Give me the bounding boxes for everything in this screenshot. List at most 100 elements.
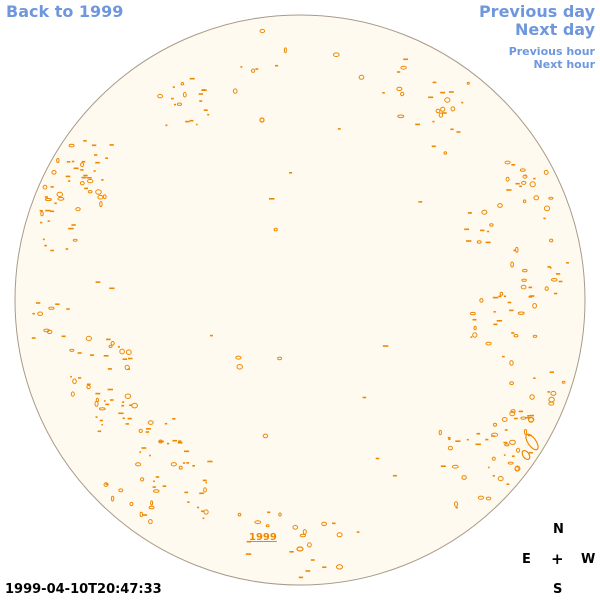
contour-speck (322, 566, 327, 568)
contour-speck (375, 457, 380, 460)
contour-speck (37, 311, 44, 316)
contour-speck (265, 524, 270, 528)
contour-speck (496, 320, 503, 322)
contour-speck (259, 28, 266, 34)
contour-speck (305, 570, 311, 572)
contour-speck (50, 210, 55, 213)
contour-speck (277, 356, 283, 361)
contour-speck (485, 241, 491, 244)
contour-speck (176, 102, 183, 106)
contour-speck (207, 113, 210, 116)
contour-speck (525, 416, 531, 419)
contour-speck (455, 506, 458, 509)
contour-speck (506, 189, 512, 191)
contour-speck (507, 461, 514, 465)
contour-speck (101, 179, 104, 181)
next-day-link[interactable]: Next day (515, 20, 595, 39)
contour-speck (203, 487, 207, 493)
contour-speck (307, 542, 312, 548)
contour-speck (72, 378, 77, 385)
contour-speck (396, 86, 403, 92)
contour-speck (566, 262, 569, 264)
contour-speck (86, 383, 91, 386)
contour-speck (511, 455, 515, 457)
contour-speck (47, 220, 50, 222)
contour-speck (447, 445, 453, 451)
contour-speck (521, 180, 527, 185)
contour-speck (57, 196, 65, 201)
contour-speck (81, 176, 87, 179)
contour-speck (529, 394, 535, 400)
contour-speck (543, 205, 551, 212)
contour-speck (561, 380, 566, 384)
contour-speck (184, 450, 190, 453)
contour-speck (103, 482, 109, 487)
contour-speck (455, 440, 461, 442)
contour-speck (336, 564, 343, 570)
contour-speck (119, 348, 125, 355)
contour-speck (499, 291, 504, 296)
contour-speck (99, 419, 103, 422)
contour-speck (321, 521, 328, 527)
contour-speck (498, 295, 502, 298)
contour-speck (68, 227, 74, 230)
contour-speck (172, 86, 175, 88)
contour-speck (509, 381, 515, 386)
contour-speck (397, 114, 405, 119)
contour-speck (95, 161, 100, 164)
contour-speck (493, 422, 497, 427)
contour-speck (337, 128, 341, 130)
contour-speck (481, 209, 488, 215)
contour-speck (510, 261, 514, 268)
contour-speck (107, 368, 112, 370)
contour-speck (382, 92, 385, 94)
contour-speck (187, 501, 190, 503)
contour-speck (472, 332, 478, 338)
contour-speck (509, 309, 514, 312)
contour-speck (44, 196, 48, 198)
contour-layer (31, 28, 569, 579)
contour-speck (42, 184, 48, 190)
contour-speck (131, 402, 139, 409)
contour-speck (432, 81, 437, 84)
next-hour-link[interactable]: Next hour (533, 58, 596, 71)
contour-speck (503, 454, 506, 456)
contour-speck (289, 172, 293, 174)
contour-speck (467, 212, 472, 214)
active-region-contour (525, 433, 539, 451)
active-region-contour (296, 546, 304, 552)
contour-speck (127, 417, 132, 420)
contour-speck (152, 486, 156, 488)
contour-speck (441, 112, 447, 114)
contour-speck (142, 514, 148, 516)
contour-speck (485, 341, 492, 346)
contour-speck (140, 477, 145, 482)
contour-speck (128, 357, 133, 360)
contour-speck (493, 323, 498, 326)
back-to-year-link[interactable]: Back to 1999 (6, 2, 124, 21)
contour-speck (382, 345, 389, 347)
active-region-contour (259, 117, 265, 123)
previous-hour-link[interactable]: Previous hour (508, 45, 595, 58)
contour-speck (489, 223, 494, 227)
contour-speck (470, 336, 473, 338)
contour-speck (543, 169, 549, 175)
contour-speck (75, 207, 81, 212)
contour-speck (54, 202, 57, 205)
year-marker-link[interactable]: 1999 (249, 532, 277, 543)
contour-speck (267, 511, 271, 514)
contour-speck (129, 501, 134, 507)
contour-speck (487, 230, 490, 233)
contour-speck (153, 480, 155, 483)
contour-speck (118, 412, 124, 415)
contour-speck (519, 185, 522, 188)
contour-speck (35, 302, 41, 304)
contour-speck (70, 375, 72, 378)
previous-day-link[interactable]: Previous day (478, 2, 595, 21)
contour-speck (89, 354, 95, 356)
contour-speck (50, 186, 54, 188)
contour-speck (110, 341, 115, 346)
contour-speck (105, 483, 109, 485)
contour-speck (251, 68, 256, 73)
contour-speck (110, 495, 115, 502)
